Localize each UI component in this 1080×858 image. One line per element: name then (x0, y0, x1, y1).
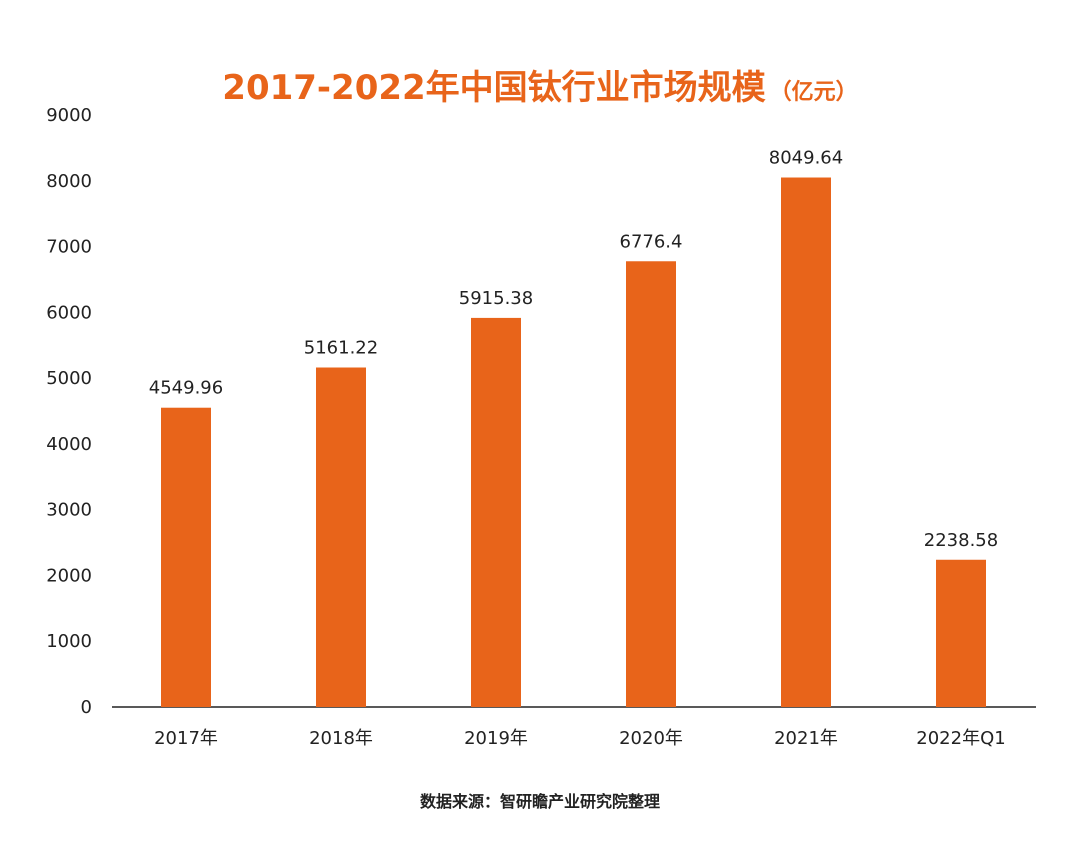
y-tick-label: 0 (81, 697, 92, 718)
bar (936, 559, 986, 707)
x-tick-label: 2018年 (309, 728, 373, 749)
chart-title: 2017-2022年中国钛行业市场规模 （亿元） (0, 60, 1080, 109)
y-tick-label: 2000 (46, 565, 92, 586)
y-tick-label: 7000 (46, 237, 92, 258)
x-tick-label: 2019年 (464, 728, 528, 749)
bar-value-label: 5161.22 (304, 338, 378, 359)
y-tick-label: 3000 (46, 500, 92, 521)
bar-series (161, 177, 986, 707)
bar (626, 261, 676, 707)
x-tick-label: 2021年 (774, 728, 838, 749)
bar-value-label: 4549.96 (149, 378, 223, 399)
y-tick-label: 1000 (46, 631, 92, 652)
source-note: 数据来源：智研瞻产业研究院整理 (419, 792, 660, 811)
chart-title-text: 2017-2022年中国钛行业市场规模 (222, 68, 766, 108)
bar (161, 407, 211, 707)
y-axis: 0 1000 2000 3000 4000 5000 6000 7000 8000 9000 (46, 105, 92, 718)
bar (316, 367, 366, 707)
y-tick-label: 9000 (46, 105, 92, 126)
value-labels: 4549.96 5161.22 5915.38 6776.4 8049.64 2238.5… (149, 148, 998, 551)
x-tick-label: 2022年Q1 (916, 728, 1005, 749)
bar-value-label: 8049.64 (769, 148, 843, 169)
bar (471, 317, 521, 707)
bar-value-label: 5915.38 (459, 288, 533, 309)
x-axis: 2017年 2018年 2019年 2020年 2021年 2022年Q1 (154, 728, 1006, 749)
x-tick-label: 2020年 (619, 728, 683, 749)
bar (781, 177, 831, 707)
bar-value-label: 6776.4 (620, 231, 683, 252)
y-tick-label: 8000 (46, 171, 92, 192)
bar-value-label: 2238.58 (924, 530, 998, 551)
y-tick-label: 5000 (46, 368, 92, 389)
y-tick-label: 6000 (46, 302, 92, 323)
y-tick-label: 4000 (46, 434, 92, 455)
chart-title-unit: （亿元） (769, 80, 858, 105)
x-tick-label: 2017年 (154, 728, 218, 749)
